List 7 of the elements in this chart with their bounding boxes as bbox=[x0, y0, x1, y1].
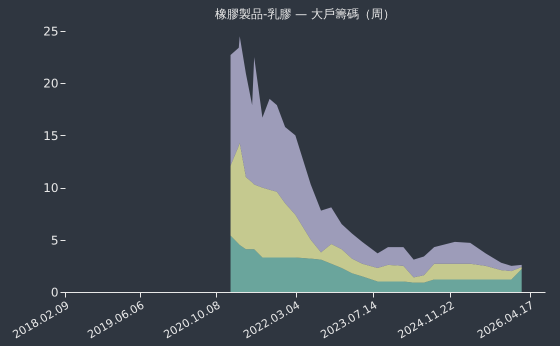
y-tick-label: 5 bbox=[50, 233, 58, 248]
y-tick-label: 10 bbox=[43, 181, 58, 196]
chart-title: 橡膠製品-乳膠 — 大戶籌碼（周） bbox=[215, 7, 395, 21]
y-tick-label: 15 bbox=[43, 128, 58, 143]
y-tick-label: 25 bbox=[43, 24, 58, 38]
y-tick-label: 0 bbox=[50, 286, 58, 300]
y-tick-label: 20 bbox=[43, 76, 58, 91]
